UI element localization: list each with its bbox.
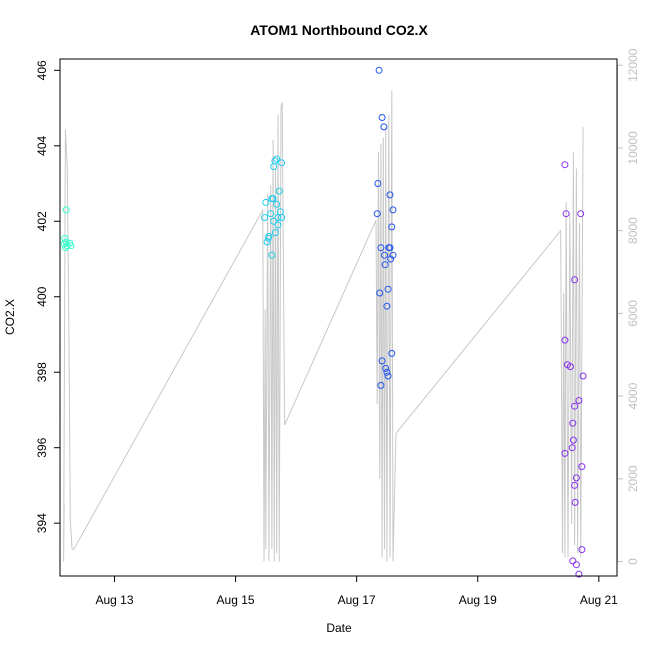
data-point-s3-7: [571, 402, 579, 410]
data-point-s2-21: [384, 372, 392, 380]
y2-tick-label-6: 12000: [626, 48, 640, 82]
data-point-s2-16: [389, 251, 397, 259]
data-point-s3-6: [577, 210, 585, 218]
data-point-s3-11: [561, 449, 569, 457]
data-point-s2-4: [380, 123, 388, 131]
data-point-s3-2: [561, 336, 569, 344]
data-point-s1-8: [268, 251, 276, 259]
data-point-s1-15: [274, 221, 282, 229]
data-point-s2-5: [377, 244, 385, 252]
y-tick-label-5: 404: [35, 135, 49, 155]
data-point-s2-2: [373, 210, 381, 218]
data-point-s2-7: [381, 261, 389, 269]
data-point-s3-15: [571, 498, 579, 506]
data-point-s1-4: [265, 232, 273, 240]
data-point-s2-15: [386, 244, 394, 252]
data-point-s2-3: [378, 114, 386, 121]
x-axis-label: Date: [326, 621, 352, 635]
data-point-s3-16: [578, 546, 586, 554]
data-point-s2-17: [387, 255, 395, 263]
data-point-s3-19: [575, 570, 583, 578]
data-point-s2-0: [375, 66, 383, 74]
data-point-s1-1: [262, 198, 270, 206]
data-point-s2-20: [383, 368, 391, 376]
x-tick-label-2: Aug 17: [338, 593, 376, 607]
data-point-s2-23: [377, 381, 385, 389]
y2-tick-label-0: 0: [626, 558, 640, 565]
plot-frame: [59, 58, 618, 577]
data-point-s1-20: [270, 217, 278, 225]
chart-title: ATOM1 Northbound CO2.X: [250, 22, 428, 38]
points-layer: [60, 66, 587, 578]
data-point-s2-12: [389, 206, 397, 214]
data-point-s2-6: [381, 251, 388, 259]
data-point-s2-18: [378, 357, 386, 365]
data-point-s1-18: [278, 214, 286, 221]
data-point-s1-14: [274, 214, 282, 221]
secondary-series-line: [63, 89, 584, 562]
y2-tick-label-1: 2000: [626, 465, 640, 492]
data-point-s3-12: [578, 463, 586, 471]
y2-tick-label-2: 4000: [626, 382, 640, 409]
y-tick-label-2: 398: [35, 362, 49, 382]
data-point-s3-9: [569, 436, 577, 444]
x-tick-label-0: Aug 13: [95, 593, 133, 607]
data-point-s3-1: [562, 210, 570, 218]
data-point-s3-10: [568, 444, 576, 452]
y-tick-label-6: 406: [35, 60, 49, 80]
data-point-s1-12: [273, 155, 281, 163]
y2-tick-label-4: 8000: [626, 217, 640, 244]
data-point-s0-7: [67, 242, 75, 250]
data-point-s1-7: [269, 195, 277, 203]
y-tick-label-1: 396: [35, 437, 49, 457]
data-point-s2-10: [384, 285, 392, 293]
data-point-s1-13: [273, 200, 281, 208]
data-point-s3-5: [571, 276, 579, 284]
y2-tick-label-5: 10000: [626, 131, 640, 165]
x-tick-label-4: Aug 21: [580, 593, 618, 607]
data-point-s2-19: [382, 364, 390, 372]
data-point-s3-20: [579, 372, 587, 380]
data-point-s1-9: [270, 163, 278, 171]
data-point-s3-13: [572, 474, 580, 482]
y-tick-label-0: 394: [35, 513, 49, 533]
y-tick-label-4: 402: [35, 211, 49, 231]
data-point-s2-11: [386, 191, 394, 199]
x-tick-label-3: Aug 19: [459, 593, 497, 607]
data-point-s2-8: [376, 289, 384, 297]
data-point-s2-13: [388, 223, 396, 231]
y-tick-label-3: 400: [35, 286, 49, 306]
axes-layer: Aug 13 Aug 15 Aug 17 Aug 19 Aug 21 394 396 398 4…: [35, 48, 640, 607]
data-point-s2-9: [383, 302, 391, 310]
data-point-s3-21: [575, 397, 583, 404]
y2-tick-label-3: 6000: [626, 300, 640, 327]
data-point-s1-0: [261, 214, 269, 221]
data-point-s3-17: [569, 557, 577, 565]
data-point-s1-16: [275, 187, 283, 195]
data-point-s3-18: [572, 561, 580, 569]
x-tick-label-1: Aug 15: [217, 593, 255, 607]
data-point-s3-0: [561, 161, 569, 169]
data-point-s2-1: [374, 180, 382, 187]
data-point-s1-19: [278, 159, 286, 167]
data-point-s2-22: [388, 349, 396, 357]
data-point-s3-4: [566, 363, 574, 371]
y-axis-label: CO2.X: [3, 299, 17, 335]
secondary-line-layer: [63, 89, 584, 562]
data-point-s1-10: [271, 157, 279, 165]
data-point-s1-5: [267, 210, 275, 218]
data-point-s0-0: [62, 206, 70, 214]
data-point-s3-14: [571, 481, 579, 489]
data-point-s1-11: [272, 229, 279, 237]
data-point-s3-8: [569, 419, 577, 427]
